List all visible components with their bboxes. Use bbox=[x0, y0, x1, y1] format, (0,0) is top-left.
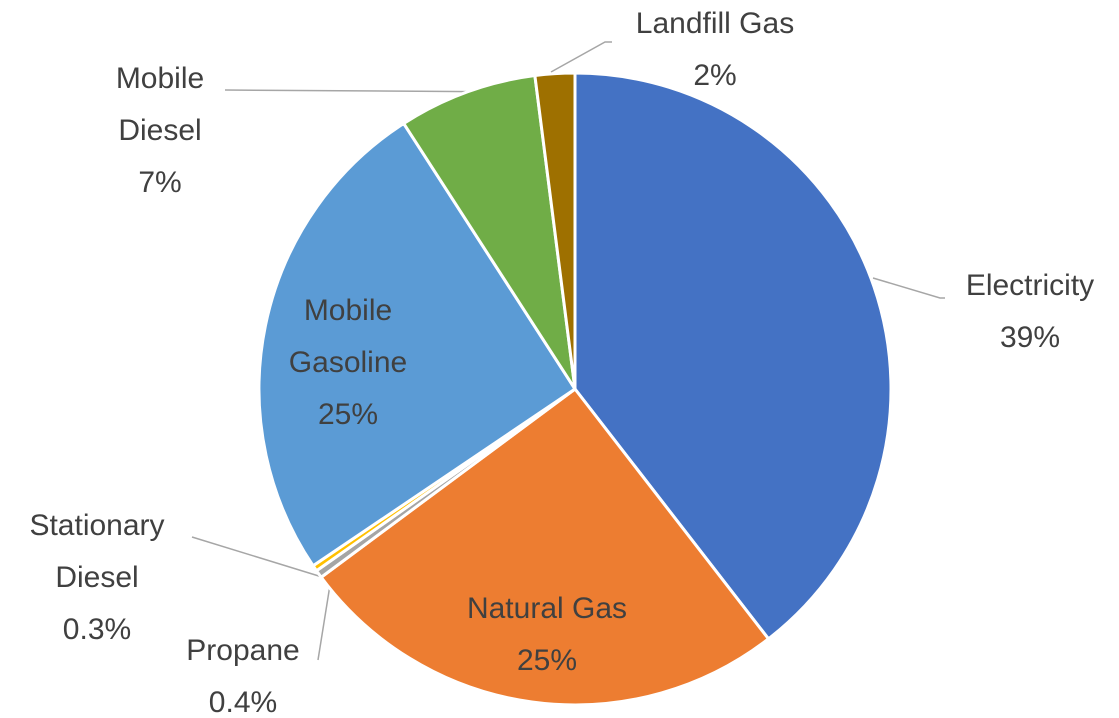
leader-line bbox=[872, 277, 945, 299]
leader-line bbox=[191, 536, 323, 578]
slices bbox=[257, 71, 893, 707]
value-label: 2% bbox=[693, 59, 736, 92]
data-label: Mobile Gasoline 25% bbox=[289, 294, 407, 431]
data-label: Propane 0.4% bbox=[186, 634, 299, 718]
data-label: Mobile Diesel 7% bbox=[116, 62, 204, 199]
pie-slice bbox=[319, 386, 771, 707]
category-label: Mobile Diesel bbox=[116, 62, 204, 147]
leader-line bbox=[317, 584, 331, 661]
pie-slice bbox=[257, 121, 578, 568]
category-label: Natural Gas bbox=[467, 592, 627, 625]
value-label: 7% bbox=[138, 166, 181, 199]
value-label: 0.3% bbox=[63, 613, 131, 646]
pie-slice bbox=[573, 71, 893, 641]
category-label: Electricity bbox=[966, 269, 1094, 302]
category-label: Mobile Gasoline bbox=[289, 294, 407, 379]
pie-slice bbox=[533, 71, 577, 390]
category-label: Propane bbox=[186, 634, 299, 667]
data-label: Stationary Diesel 0.3% bbox=[29, 509, 164, 646]
data-label: Electricity 39% bbox=[966, 269, 1094, 354]
pie-slice bbox=[401, 73, 577, 390]
leader-line bbox=[550, 41, 612, 73]
category-label: Stationary Diesel bbox=[29, 509, 164, 594]
category-label: Landfill Gas bbox=[636, 7, 794, 40]
value-label: 25% bbox=[517, 644, 577, 677]
data-label: Natural Gas 25% bbox=[467, 592, 627, 677]
value-label: 25% bbox=[318, 398, 378, 431]
value-label: 39% bbox=[1000, 321, 1060, 354]
value-label: 0.4% bbox=[209, 686, 277, 718]
data-label: Landfill Gas 2% bbox=[636, 7, 794, 92]
